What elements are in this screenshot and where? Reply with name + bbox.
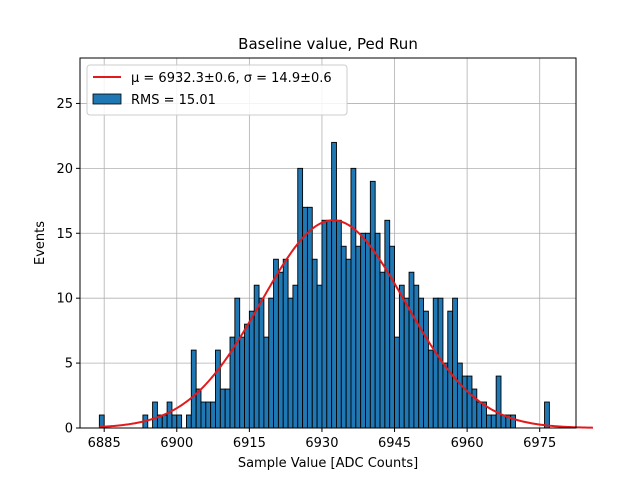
histogram-bar (336, 219, 342, 429)
histogram-bar (360, 232, 366, 429)
histogram-bar (321, 219, 328, 429)
histogram-bar (490, 414, 497, 429)
histogram-bar (452, 297, 458, 429)
histogram-bar (311, 258, 318, 429)
x-tick-label: 6900 (160, 436, 193, 451)
histogram-bar (205, 401, 212, 429)
histogram-bar (379, 271, 386, 429)
histogram-bar (306, 206, 313, 429)
x-axis-label: Sample Value [ADC Counts] (238, 456, 418, 471)
histogram-bar (234, 297, 241, 429)
histogram-bar (423, 310, 429, 429)
histogram-bar (345, 258, 352, 429)
x-tick-label: 6930 (305, 436, 338, 451)
histogram-bar (398, 284, 405, 429)
histogram-bar (466, 375, 473, 429)
histogram-bar (413, 284, 420, 429)
histogram-bar (224, 388, 231, 429)
histogram-bar (273, 258, 279, 429)
histogram-bar (268, 297, 275, 429)
histogram-bar (389, 245, 395, 429)
histogram-bar (331, 141, 337, 429)
gaussian-fit-curve (99, 219, 593, 429)
histogram-bar (442, 362, 449, 429)
histogram-bar (210, 401, 216, 429)
histogram-bar (292, 284, 299, 429)
x-tick-label: 6915 (233, 436, 266, 451)
y-tick-label: 5 (65, 357, 73, 372)
histogram-bar (418, 297, 425, 429)
histogram-bar (152, 401, 158, 429)
histogram-bar (239, 336, 245, 429)
y-tick-label: 15 (56, 227, 73, 242)
histogram-bar (365, 232, 371, 429)
histogram-bar (340, 245, 347, 429)
x-tick-label: 6975 (523, 436, 556, 451)
histogram-bar (302, 206, 308, 429)
histogram-bar (326, 219, 333, 429)
y-tick-label: 20 (56, 162, 73, 177)
histogram-bar (476, 401, 483, 429)
x-axis-ticks: 6885 6900 6915 6930 6945 6960 6975 (88, 428, 556, 451)
histogram-bar (244, 323, 250, 429)
histogram-bar (215, 349, 221, 429)
histogram-bar (432, 297, 439, 429)
histogram-bar (219, 388, 226, 429)
legend-hist-swatch (92, 93, 122, 105)
x-tick-label: 6885 (88, 436, 121, 451)
y-tick-label: 25 (56, 97, 73, 112)
histogram-bar (374, 232, 381, 429)
histogram-bar (408, 271, 415, 429)
histogram-bar (403, 297, 410, 429)
y-tick-label: 10 (56, 292, 73, 307)
histogram-bars (98, 141, 550, 429)
histogram-bar (186, 414, 192, 429)
histogram-bar (171, 414, 178, 429)
histogram-bar (263, 336, 270, 429)
histogram-bar (166, 401, 173, 429)
legend: μ = 6932.3±0.6, σ = 14.9±0.6 RMS = 15.01 (86, 64, 348, 116)
histogram-bar (350, 167, 357, 429)
y-axis-label: Events (33, 221, 48, 265)
y-tick-label: 0 (65, 422, 73, 437)
histogram-bar (316, 284, 323, 429)
x-tick-label: 6960 (451, 436, 484, 451)
histogram-bar (282, 258, 289, 429)
histogram-bar (176, 414, 183, 429)
histogram-bar (161, 414, 168, 429)
legend-fit-label: μ = 6932.3±0.6, σ = 14.9±0.6 (131, 71, 332, 86)
histogram-bar (427, 349, 434, 429)
histogram-bar (287, 297, 294, 429)
histogram-bar (355, 245, 362, 429)
histogram-bar (510, 414, 516, 429)
histogram-bar (248, 310, 255, 429)
histogram-bar (258, 297, 265, 429)
x-tick-label: 6945 (378, 436, 411, 451)
histogram-bar (190, 349, 197, 429)
histogram-bar (384, 219, 391, 429)
histogram-bar (495, 375, 502, 429)
chart-title: Baseline value, Ped Run (238, 35, 418, 53)
histogram-bar (486, 414, 492, 429)
histogram-bar (456, 362, 463, 429)
histogram-bar (369, 180, 376, 429)
legend-box (86, 64, 348, 116)
histogram-bar (200, 401, 207, 429)
y-axis-ticks: 0 5 10 15 20 25 (56, 97, 80, 437)
plot-frame (79, 57, 577, 429)
histogram-bar (544, 401, 550, 429)
histogram-bar (394, 336, 400, 429)
histogram-bar (461, 375, 468, 429)
legend-hist-label: RMS = 15.01 (131, 93, 216, 108)
histogram-bar (195, 388, 202, 429)
histogram-bar (297, 167, 304, 429)
histogram-bar (277, 271, 284, 429)
